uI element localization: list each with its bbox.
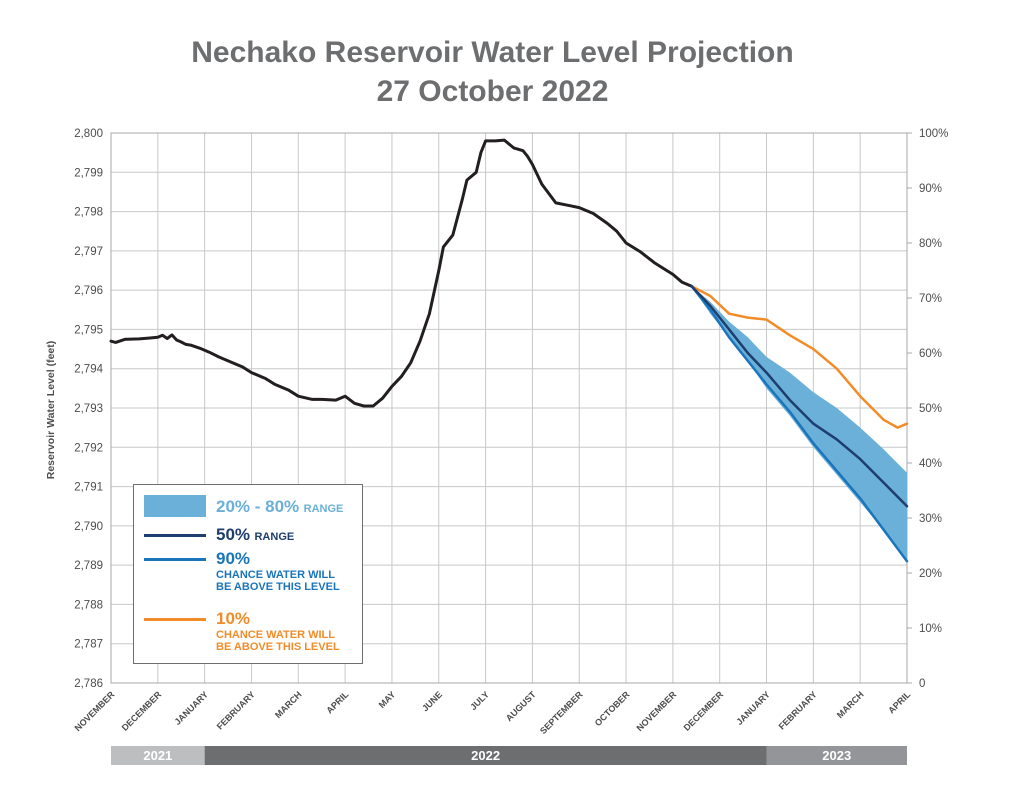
legend-band-pct: 20% - 80%	[216, 497, 300, 516]
x-axis-ticks: NOVEMBER DECEMBER JANUARY FEBRUARY MARCH APRI…	[73, 689, 913, 736]
legend-band-label: RANGE	[303, 503, 344, 515]
y2-tick-label: 0	[919, 678, 925, 690]
y-axis-label: Reservoir Water Level (feet)	[45, 341, 57, 480]
series-line-90-	[690, 284, 909, 563]
legend-swatch-p10	[144, 618, 206, 621]
legend-swatch-median	[144, 534, 206, 537]
x-tick-label: MARCH	[273, 689, 304, 720]
y2-tick-label: 50%	[919, 403, 942, 415]
legend-p90-line1: CHANCE WATER WILL	[216, 569, 335, 581]
year-label: 2022	[471, 748, 500, 763]
legend-swatch-p90	[144, 558, 206, 561]
series-line-10-	[690, 284, 909, 429]
year-segment	[766, 746, 907, 765]
y2-tick-label: 60%	[919, 348, 942, 360]
y-tick-label: 2,790	[74, 521, 103, 533]
year-segment	[111, 746, 205, 765]
x-tick-label: MAY	[377, 689, 398, 710]
x-tick-label: JANUARY	[172, 689, 210, 727]
legend-p10-line1: CHANCE WATER WILL	[216, 629, 335, 641]
y2-tick-label: 20%	[919, 568, 942, 580]
legend-p10-line2: BE ABOVE THIS LEVEL	[216, 641, 340, 653]
y-tick-label: 2,800	[74, 128, 103, 140]
y2-tick-label: 80%	[919, 238, 942, 250]
x-tick-label: AUGUST	[504, 689, 538, 723]
legend-swatch-band	[144, 495, 206, 517]
x-tick-label: APRIL	[324, 689, 351, 716]
x-tick-label: NOVEMBER	[634, 689, 678, 733]
x-tick-label: SEPTEMBER	[538, 689, 585, 736]
y-tick-label: 2,787	[74, 639, 103, 651]
y-tick-label: 2,788	[74, 599, 103, 611]
legend-median-label: RANGE	[254, 531, 295, 543]
y-tick-label: 2,799	[74, 167, 103, 179]
x-tick-label: JANUARY	[734, 689, 772, 727]
x-tick-label: DECEMBER	[682, 689, 726, 733]
x-tick-label: NOVEMBER	[73, 689, 117, 733]
x-tick-label: FEBRUARY	[777, 689, 819, 731]
legend-p90-pct: 90%	[216, 549, 251, 568]
right-axis-ticks: 0 10% 20% 30% 40% 50% 60% 70% 80% 90% 100%	[907, 128, 948, 690]
chart-title: Nechako Reservoir Water Level Projection	[191, 36, 794, 69]
y2-tick-label: 90%	[919, 183, 942, 195]
y-tick-label: 2,794	[74, 364, 103, 376]
y-tick-label: 2,797	[74, 246, 103, 258]
x-tick-label: DECEMBER	[120, 689, 164, 733]
legend-median-pct: 50%	[216, 525, 251, 544]
y2-tick-label: 100%	[919, 128, 948, 140]
series-group	[109, 138, 909, 563]
y-tick-label: 2,796	[74, 285, 103, 297]
year-segment	[204, 746, 767, 765]
y-tick-label: 2,786	[74, 678, 103, 690]
legend: 20% - 80% RANGE 50% RANGE 90% CHANCE WAT…	[133, 484, 363, 664]
y-tick-label: 2,795	[74, 324, 103, 336]
year-bar: 2021 2022 2023	[111, 746, 907, 765]
x-tick-label: JUNE	[420, 689, 444, 713]
x-tick-label: APRIL	[886, 689, 913, 716]
y-tick-label: 2,798	[74, 207, 103, 219]
chart-subtitle: 27 October 2022	[376, 75, 609, 108]
y2-tick-label: 40%	[919, 458, 942, 470]
y2-tick-label: 10%	[919, 623, 942, 635]
x-tick-label: OCTOBER	[593, 689, 632, 728]
left-axis-ticks: 2,786 2,787 2,788 2,789 2,790 2,791 2,792 2,793…	[74, 128, 103, 690]
y-tick-label: 2,793	[74, 403, 103, 415]
series-line-historical	[109, 138, 694, 408]
y-tick-label: 2,792	[74, 442, 103, 454]
legend-p90-line2: BE ABOVE THIS LEVEL	[216, 581, 340, 593]
y2-tick-label: 30%	[919, 513, 942, 525]
x-tick-label: MARCH	[835, 689, 866, 720]
x-tick-label: JULY	[468, 689, 491, 712]
y-tick-label: 2,791	[74, 482, 103, 494]
year-label: 2021	[143, 748, 172, 763]
series-line-50-range	[690, 284, 909, 508]
year-label: 2023	[822, 748, 851, 763]
x-tick-label: FEBRUARY	[215, 689, 257, 731]
y2-tick-label: 70%	[919, 293, 942, 305]
legend-p10-pct: 10%	[216, 609, 251, 628]
y-tick-label: 2,789	[74, 560, 103, 572]
